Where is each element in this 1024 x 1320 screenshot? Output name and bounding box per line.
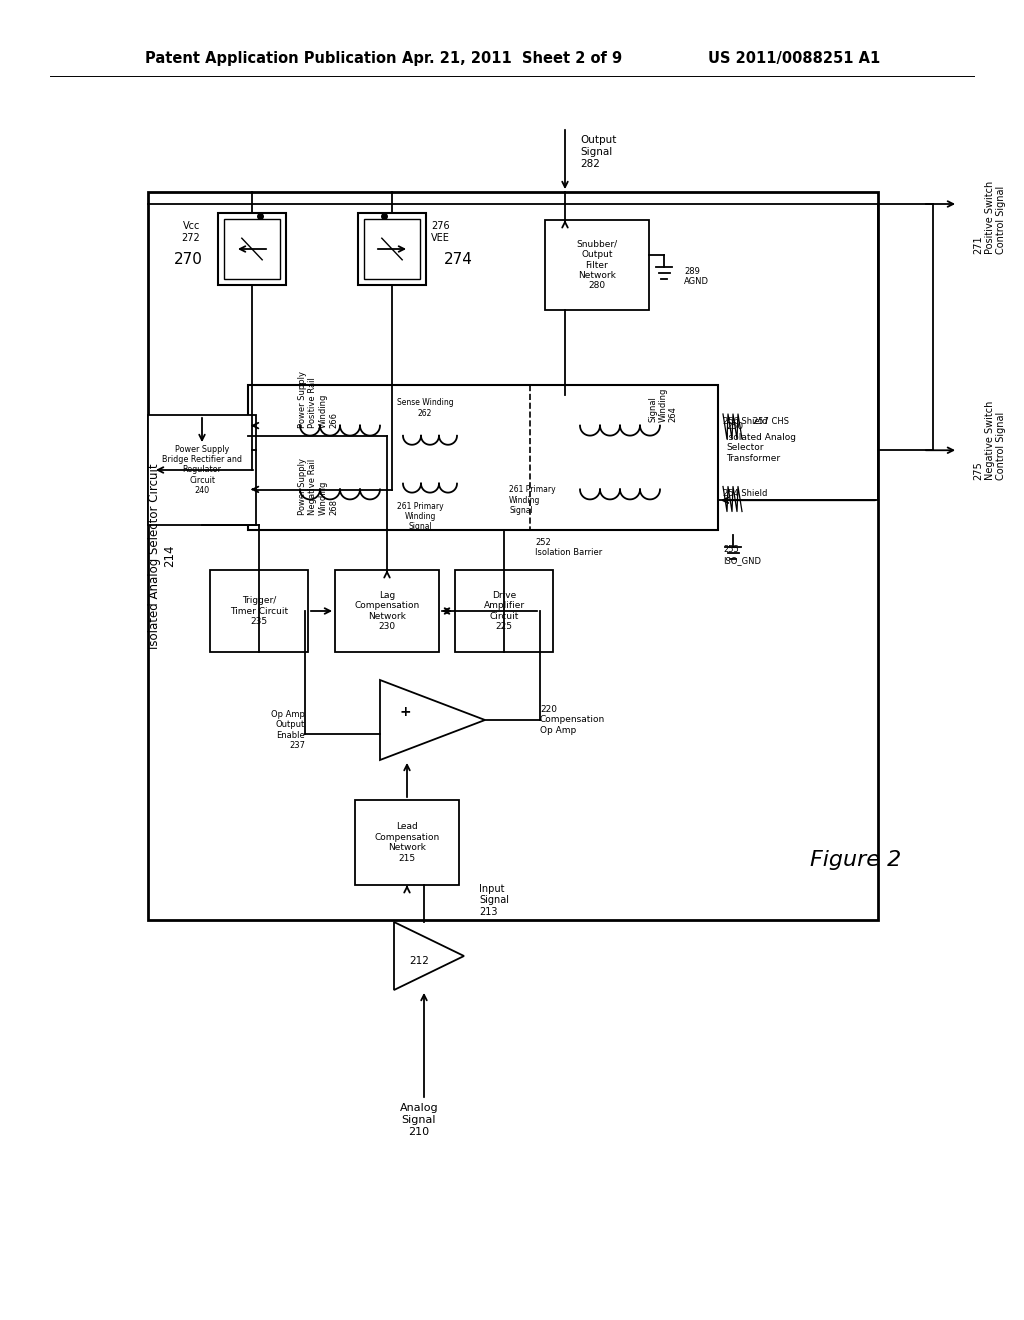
- Bar: [210, 570, 308, 652]
- Text: Apr. 21, 2011  Sheet 2 of 9: Apr. 21, 2011 Sheet 2 of 9: [402, 50, 622, 66]
- Text: Power Supply
Negative Rail
Winding
268: Power Supply Negative Rail Winding 268: [298, 458, 338, 515]
- Bar: [545, 220, 649, 310]
- Text: 256 Shield: 256 Shield: [723, 417, 768, 426]
- Text: Output
Signal
282: Output Signal 282: [580, 136, 616, 169]
- Bar: [355, 800, 459, 884]
- Text: 257 CHS: 257 CHS: [753, 417, 790, 426]
- Bar: [148, 191, 878, 920]
- Text: Sense Winding
262: Sense Winding 262: [396, 399, 454, 417]
- Text: Snubber/
Output
Filter
Network
280: Snubber/ Output Filter Network 280: [577, 240, 617, 290]
- Text: 271
Positive Switch
Control Signal: 271 Positive Switch Control Signal: [973, 181, 1007, 253]
- Text: Power Supply
Bridge Rectifier and
Regulator
Circuit
240: Power Supply Bridge Rectifier and Regula…: [162, 445, 242, 495]
- Bar: [218, 213, 286, 285]
- Text: Isolated Analog Selector Circuit
214: Isolated Analog Selector Circuit 214: [148, 463, 176, 649]
- Text: 275
Negative Switch
Control Signal: 275 Negative Switch Control Signal: [973, 400, 1007, 480]
- Text: Patent Application Publication: Patent Application Publication: [145, 50, 396, 66]
- Text: 261 Primary
Winding
Signal: 261 Primary Winding Signal: [396, 502, 443, 532]
- Bar: [335, 570, 439, 652]
- Text: US 2011/0088251 A1: US 2011/0088251 A1: [708, 50, 880, 66]
- Text: 276
VEE: 276 VEE: [431, 220, 450, 243]
- Bar: [364, 219, 420, 279]
- Text: Drive
Amplifier
Circuit
225: Drive Amplifier Circuit 225: [483, 591, 524, 631]
- Text: Vcc
272: Vcc 272: [181, 220, 200, 243]
- Text: 270: 270: [174, 252, 203, 267]
- Text: 254 Shield: 254 Shield: [723, 490, 767, 498]
- Text: +: +: [399, 705, 411, 719]
- Text: 274: 274: [444, 252, 473, 267]
- Bar: [455, 570, 553, 652]
- Text: 252
Isolation Barrier: 252 Isolation Barrier: [535, 539, 602, 557]
- Bar: [358, 213, 426, 285]
- Text: 261 Primary
Winding
Signal: 261 Primary Winding Signal: [509, 486, 556, 515]
- Text: 212: 212: [409, 956, 429, 966]
- Text: 289
AGND: 289 AGND: [684, 267, 709, 286]
- Bar: [224, 219, 280, 279]
- Bar: [148, 414, 256, 525]
- Text: Power Supply
Positive Rail
Winding
266: Power Supply Positive Rail Winding 266: [298, 371, 338, 429]
- Text: 250
Isolated Analog
Selector
Transformer: 250 Isolated Analog Selector Transformer: [726, 422, 796, 462]
- Text: Trigger/
Timer Circuit
235: Trigger/ Timer Circuit 235: [230, 597, 288, 626]
- Text: Lead
Compensation
Network
215: Lead Compensation Network 215: [375, 822, 439, 862]
- Bar: [248, 385, 718, 531]
- Text: 255
ISO_GND: 255 ISO_GND: [723, 545, 761, 565]
- Text: Figure 2: Figure 2: [810, 850, 901, 870]
- Text: Analog
Signal
210: Analog Signal 210: [399, 1104, 438, 1137]
- Text: 220
Compensation
Op Amp: 220 Compensation Op Amp: [540, 705, 605, 735]
- Text: Input
Signal
213: Input Signal 213: [479, 884, 509, 917]
- Text: Op Amp
Output
Enable
237: Op Amp Output Enable 237: [271, 710, 305, 750]
- Text: Lag
Compensation
Network
230: Lag Compensation Network 230: [354, 591, 420, 631]
- Text: Signal
Winding
264: Signal Winding 264: [648, 388, 678, 422]
